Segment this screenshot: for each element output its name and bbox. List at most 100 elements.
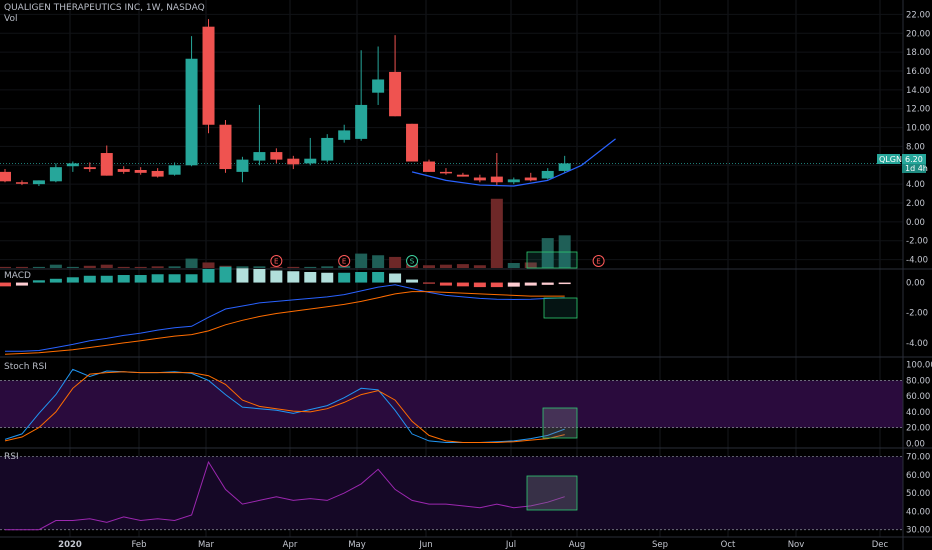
- candle-body[interactable]: [236, 159, 249, 172]
- time-axis-label: Sep: [652, 540, 668, 550]
- time-axis-label: Apr: [283, 540, 298, 550]
- candle-body[interactable]: [219, 124, 232, 170]
- candle-body[interactable]: [406, 123, 419, 162]
- time-axis-label: May: [348, 540, 366, 550]
- price-tag-value-bg: [902, 154, 926, 164]
- candles[interactable]: [0, 19, 571, 187]
- candle-body[interactable]: [473, 177, 486, 181]
- candle-body[interactable]: [253, 152, 266, 161]
- volume-bar: [321, 266, 334, 268]
- candle-body[interactable]: [372, 79, 385, 93]
- candle-body[interactable]: [287, 158, 300, 165]
- macd-histogram-bar: [270, 270, 283, 283]
- stoch-axis-label: 100.00: [906, 361, 932, 371]
- price-axis-label: 14.00: [906, 86, 930, 96]
- volume-bar: [423, 265, 435, 268]
- candle-body[interactable]: [32, 180, 45, 185]
- price-tag-countdown-bg: [902, 164, 926, 173]
- candle-body[interactable]: [456, 174, 469, 177]
- candle-body[interactable]: [0, 171, 11, 182]
- price-axis[interactable]: 22.00 20.00 18.00 16.00 14.00 12.00 10.00 8.00 6…: [906, 10, 932, 535]
- time-axis[interactable]: 2020 Feb Mar Apr May Jun Jul Aug Sep Oct Nov Dec: [58, 540, 888, 550]
- rsi-highlight-box: [526, 475, 578, 511]
- stoch-rsi-label: Stoch RSI: [4, 362, 47, 372]
- volume-bar: [32, 266, 45, 268]
- candle-body[interactable]: [151, 170, 164, 177]
- price-axis-label: 16.00: [906, 67, 930, 77]
- stoch-axis-label: 0.00: [906, 439, 925, 449]
- volume-bar: [473, 265, 486, 268]
- macd-histogram-bar: [185, 274, 198, 283]
- volume-bar: [389, 256, 402, 268]
- earnings-marker[interactable]: [270, 255, 283, 267]
- event-marker-label: E: [342, 258, 346, 266]
- last-price-tag[interactable]: QLGN 6.20 1d 4h: [877, 154, 928, 173]
- time-axis-label: Jun: [418, 540, 432, 550]
- split-marker[interactable]: [406, 255, 419, 267]
- candle-body[interactable]: [338, 130, 351, 140]
- volume-bar: [100, 264, 113, 268]
- macd-histogram-bar: [507, 282, 520, 287]
- price-axis-label: 22.00: [906, 10, 930, 20]
- volume-bar: [134, 266, 147, 268]
- rsi-axis-label: 60.00: [906, 471, 930, 481]
- price-axis-label: 20.00: [906, 29, 930, 39]
- volume-bar: [168, 266, 181, 268]
- volume-bar: [0, 266, 11, 268]
- price-axis-label: -2.00: [906, 237, 928, 247]
- candle-body[interactable]: [15, 182, 28, 184]
- volume-bar: [541, 238, 554, 268]
- candle-body[interactable]: [100, 153, 113, 176]
- macd-pane: [0, 266, 571, 355]
- macd-histogram-bar: [490, 282, 503, 288]
- earnings-marker[interactable]: [338, 255, 351, 267]
- candle-body[interactable]: [49, 167, 62, 182]
- candle-body[interactable]: [541, 170, 554, 179]
- candle-body[interactable]: [321, 137, 334, 161]
- rsi-axis-label: 30.00: [906, 526, 930, 536]
- candle-body[interactable]: [117, 169, 130, 172]
- candle-body[interactable]: [202, 26, 215, 125]
- macd-histogram-bar: [389, 273, 402, 283]
- macd-histogram-bar: [117, 275, 130, 283]
- candle-body[interactable]: [66, 163, 79, 167]
- candle-body[interactable]: [83, 167, 96, 170]
- macd-histogram-bar: [83, 275, 96, 283]
- macd-histogram-bar: [253, 268, 266, 283]
- candle-body[interactable]: [270, 152, 283, 160]
- candle-body[interactable]: [134, 170, 147, 173]
- volume-bar: [287, 266, 300, 268]
- candle-body[interactable]: [439, 171, 452, 174]
- candle-body[interactable]: [304, 158, 317, 164]
- candle-body[interactable]: [558, 163, 571, 171]
- macd-label: MACD: [4, 271, 31, 281]
- macd-histogram-bar: [49, 278, 62, 283]
- stoch-highlight-box: [542, 407, 578, 439]
- macd-histogram-bar: [66, 277, 79, 283]
- macd-histogram-bar: [236, 268, 249, 283]
- candle-body[interactable]: [355, 104, 368, 139]
- candle-body[interactable]: [423, 161, 435, 172]
- price-axis-label: 8.00: [906, 142, 925, 152]
- candle-body[interactable]: [389, 71, 402, 117]
- volume-bar: [236, 266, 249, 268]
- macd-histogram-bar: [100, 275, 113, 283]
- candle-body[interactable]: [185, 58, 198, 166]
- macd-line: [5, 284, 565, 352]
- candle-body[interactable]: [168, 165, 181, 175]
- highlight-boxes: [526, 251, 578, 511]
- macd-axis-label: -2.00: [906, 309, 928, 319]
- price-axis-label: 10.00: [906, 124, 930, 134]
- earnings-marker[interactable]: [592, 255, 605, 267]
- price-tag-value: 6.20: [905, 155, 923, 164]
- candle-body[interactable]: [507, 179, 520, 183]
- curve-line: [411, 138, 616, 187]
- candle-body[interactable]: [524, 177, 537, 181]
- volume-bar: [185, 258, 198, 268]
- price-axis-label: 0.00: [906, 218, 925, 228]
- curve-annotation: [411, 138, 616, 187]
- candle-body[interactable]: [490, 176, 503, 183]
- macd-histogram-bar: [0, 282, 11, 287]
